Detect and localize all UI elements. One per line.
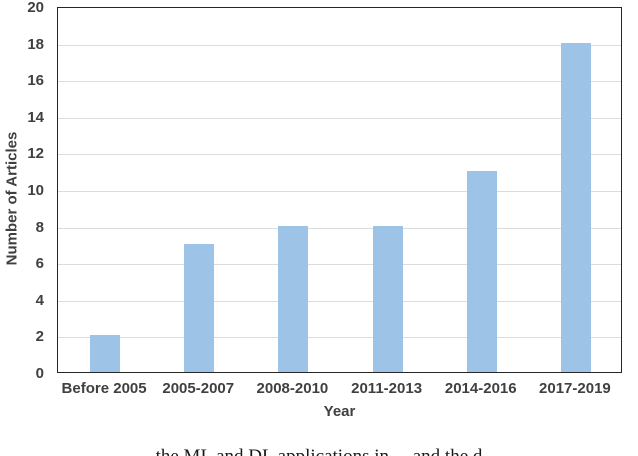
y-gridline [58,117,621,119]
y-axis-title: Number of Articles [3,131,21,266]
bar-2005-2007 [184,243,215,372]
bar-2008-2010 [278,225,309,372]
bar-2011-2013 [372,225,403,372]
y-gridline [58,300,621,302]
x-axis-title: Year [323,403,356,420]
x-tick-label: 2008-2010 [256,380,329,397]
y-tick-label: 0 [35,365,44,382]
y-gridline [58,264,621,266]
y-gridline [58,44,621,46]
y-tick-label: 10 [27,182,44,199]
y-tick-label: 14 [27,108,44,126]
y-gridline [58,81,621,83]
plot-area [57,7,622,373]
y-tick-label: 6 [35,255,44,273]
x-tick-label: 2005-2007 [162,380,235,397]
y-tick-label: 4 [35,291,44,309]
y-tick-label: 8 [35,218,44,236]
x-tick-label: Before 2005 [61,380,147,397]
x-tick-label: 2017-2019 [539,380,611,397]
bar-2017-2019 [560,42,591,372]
y-tick-label: 16 [27,72,44,90]
y-gridline [58,191,621,192]
y-tick-label: 12 [27,145,44,163]
y-gridline [58,337,621,339]
y-tick-label: 2 [35,328,44,346]
y-gridline [58,227,621,229]
x-tick-label: 2014-2016 [444,380,517,397]
clipped-caption-text: the ML and DL applications in ... and th… [0,446,638,456]
x-tick-label: 2011-2013 [351,380,423,397]
y-tick-label: 20 [27,0,44,16]
y-tick-label: 18 [27,35,44,53]
y-gridline [58,154,621,156]
bar-before-2005 [90,335,121,372]
bar-2014-2016 [466,170,497,372]
